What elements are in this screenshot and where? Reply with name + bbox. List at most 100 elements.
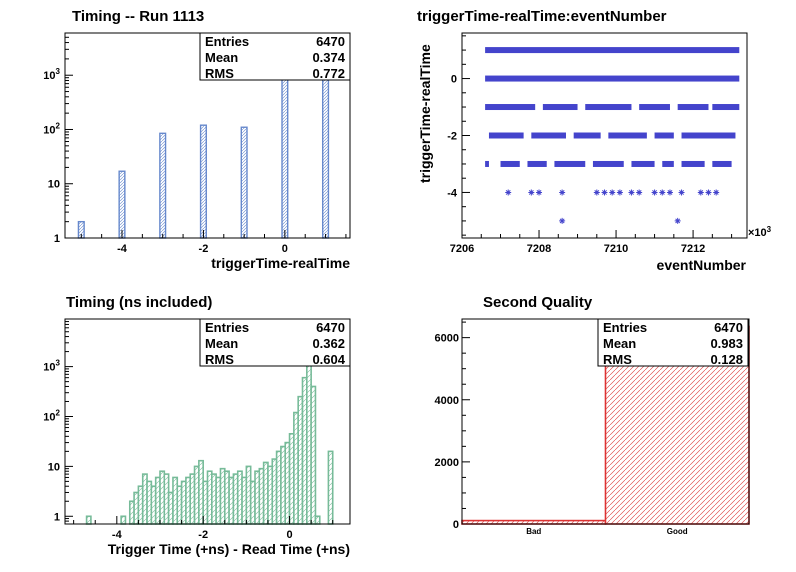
stats-rms-label: RMS xyxy=(205,352,234,367)
x-tick-label: 7208 xyxy=(527,243,551,255)
stats-entries-label: Entries xyxy=(603,320,647,335)
panel-second-quality: Second Quality Bad Good 0 2000 4000 6000 Ent… xyxy=(435,294,750,536)
marker xyxy=(705,189,712,196)
y-tick-label: 6000 xyxy=(435,333,459,345)
x-tick-label: Bad xyxy=(526,527,541,536)
bar xyxy=(314,515,321,525)
bar xyxy=(199,124,207,239)
bar xyxy=(118,170,126,239)
x-tick-label: -2 xyxy=(198,529,208,541)
stats-mean-value: 0.983 xyxy=(710,336,743,351)
y-axis: 0 2000 4000 6000 xyxy=(435,321,470,531)
marker xyxy=(678,189,685,196)
panel-scatter: triggerTime-realTime:eventNumber 7206 720… xyxy=(417,8,772,273)
y-axis-label: triggerTime-realTime xyxy=(417,44,433,183)
y-tick-label: 102 xyxy=(43,408,60,423)
marker-band xyxy=(527,160,547,167)
stats-mean-value: 0.362 xyxy=(312,336,345,351)
chart-title: triggerTime-realTime:eventNumber xyxy=(417,8,667,25)
stats-box: Entries 6470 Mean 0.374 RMS 0.772 xyxy=(199,32,351,81)
marker xyxy=(651,189,658,196)
panel-timing-ns: Timing (ns included) -4 -2 0 1 10 102 103 Tri… xyxy=(43,294,351,557)
marker-band xyxy=(573,132,601,139)
stats-box: Entries 6470 Mean 0.362 RMS 0.604 xyxy=(199,318,351,367)
x-tick-label: 7206 xyxy=(450,243,474,255)
marker-band xyxy=(654,132,674,139)
marker xyxy=(559,217,566,224)
x-axis-multiplier: ×103 xyxy=(748,225,772,239)
marker-band xyxy=(631,160,655,167)
y-tick-label: 102 xyxy=(43,121,60,136)
stats-entries-label: Entries xyxy=(205,320,249,335)
stats-mean-value: 0.374 xyxy=(312,50,345,65)
marker xyxy=(593,189,600,196)
marker-band xyxy=(485,160,489,167)
stats-entries-value: 6470 xyxy=(316,320,345,335)
x-axis: -4 -2 0 xyxy=(80,230,347,255)
y-tick-label: -2 xyxy=(447,131,457,143)
x-tick-label: 7210 xyxy=(604,243,628,255)
marker xyxy=(528,189,535,196)
stats-entries-value: 6470 xyxy=(316,34,345,49)
y-tick-label: 4000 xyxy=(435,395,459,407)
bar xyxy=(85,515,92,525)
marker-band xyxy=(712,104,740,111)
y-tick-label: 1 xyxy=(54,511,60,523)
marker-band xyxy=(662,160,674,167)
y-tick-label: 1 xyxy=(54,233,60,245)
chart-title: Second Quality xyxy=(483,294,593,311)
y-tick-label: 103 xyxy=(43,359,60,374)
x-tick-label: -4 xyxy=(117,243,128,255)
marker xyxy=(713,189,720,196)
y-axis: 1 10 102 103 xyxy=(43,32,73,245)
stats-rms-value: 0.128 xyxy=(710,352,743,367)
bar xyxy=(120,515,127,525)
marker-band xyxy=(608,132,647,139)
stats-mean-label: Mean xyxy=(603,336,636,351)
x-tick-label: 0 xyxy=(286,529,292,541)
y-tick-label: 10 xyxy=(48,179,60,191)
y-axis: -4 -2 0 xyxy=(447,35,470,236)
stats-rms-value: 0.772 xyxy=(312,66,345,81)
scatter-points xyxy=(485,47,740,224)
y-axis: 1 10 102 103 xyxy=(43,318,73,525)
x-axis: Bad Good xyxy=(526,527,688,536)
marker xyxy=(505,189,512,196)
marker-band xyxy=(592,160,624,167)
stats-mean-label: Mean xyxy=(205,336,238,351)
bar xyxy=(327,450,334,525)
marker xyxy=(559,189,566,196)
marker-band xyxy=(681,160,705,167)
stats-box: Entries 6470 Mean 0.983 RMS 0.128 xyxy=(597,318,749,367)
panel-timing-run: Timing -- Run 1113 -4 -2 0 1 10 102 103 trigg… xyxy=(43,8,351,271)
marker-band xyxy=(677,104,709,111)
marker-band xyxy=(585,104,632,111)
stats-rms-value: 0.604 xyxy=(312,352,345,367)
marker xyxy=(601,189,608,196)
marker-band xyxy=(712,160,732,167)
marker-band xyxy=(488,132,524,139)
x-axis: -4 -2 0 xyxy=(73,516,334,541)
marker xyxy=(628,189,635,196)
bar xyxy=(159,132,167,239)
y-tick-label: 103 xyxy=(43,67,60,82)
bar xyxy=(461,519,607,525)
marker-band xyxy=(485,104,536,111)
marker xyxy=(536,189,543,196)
bar xyxy=(310,385,317,525)
marker xyxy=(659,189,666,196)
x-tick-label: -2 xyxy=(199,243,209,255)
marker xyxy=(674,217,681,224)
marker-band xyxy=(542,104,578,111)
marker xyxy=(636,189,643,196)
chart-title: Timing -- Run 1113 xyxy=(72,8,204,25)
x-axis-label: Trigger Time (+ns) - Read Time (+ns) xyxy=(108,541,350,557)
y-tick-label: 0 xyxy=(451,74,457,86)
marker-band xyxy=(681,132,736,139)
y-tick-label: 0 xyxy=(453,519,459,531)
marker-band xyxy=(554,160,586,167)
stats-entries-label: Entries xyxy=(205,34,249,49)
marker-band xyxy=(485,47,740,54)
stats-mean-label: Mean xyxy=(205,50,238,65)
